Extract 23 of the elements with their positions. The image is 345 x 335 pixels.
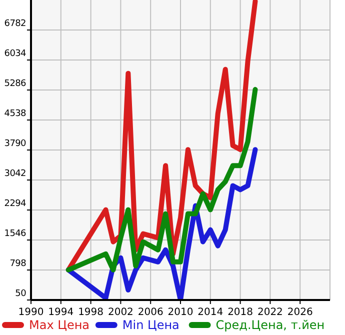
legend-label: Min Цена — [122, 318, 180, 332]
x-tick-label: 2014 — [198, 307, 224, 318]
x-tick-label: 1990 — [18, 307, 44, 318]
y-tick-label: 4538 — [4, 109, 27, 119]
x-tick-label: 2026 — [287, 307, 313, 318]
y-tick-label: 5286 — [4, 79, 27, 89]
y-tick-label: 798 — [10, 259, 27, 269]
y-tick-label: 50 — [15, 289, 27, 299]
x-tick-label: 1994 — [48, 307, 74, 318]
y-tick-label: 6782 — [4, 19, 26, 29]
y-tick-label: 3790 — [4, 139, 27, 149]
legend-label: Max Цена — [29, 318, 90, 332]
y-tick-label: 3042 — [4, 169, 26, 179]
x-tick-label: 2022 — [257, 307, 283, 318]
x-tick-label: 1998 — [78, 307, 104, 318]
legend-label: Сред.Цена, т.йен — [216, 318, 325, 332]
x-tick-label: 2018 — [228, 307, 254, 318]
x-tick-label: 2006 — [138, 307, 164, 318]
x-tick-label: 2010 — [168, 307, 194, 318]
y-tick-label: 2294 — [4, 199, 27, 209]
y-tick-label: 6034 — [4, 49, 27, 59]
y-tick-label: 1546 — [4, 229, 27, 239]
x-tick-label: 2002 — [108, 307, 134, 318]
